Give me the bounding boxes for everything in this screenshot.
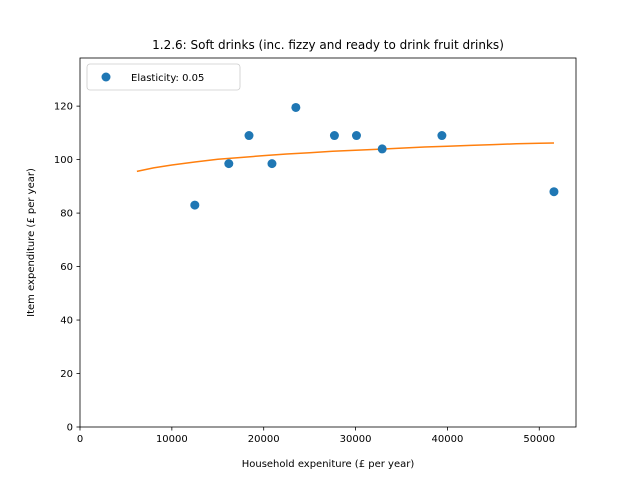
legend: Elasticity: 0.05 bbox=[86, 63, 241, 91]
data-point bbox=[351, 131, 361, 141]
y-tick-label: 100 bbox=[54, 155, 73, 166]
x-tick-label: 50000 bbox=[523, 434, 555, 445]
data-point bbox=[291, 102, 301, 112]
data-point bbox=[190, 200, 200, 210]
x-axis-label: Household expeniture (£ per year) bbox=[242, 459, 415, 470]
legend-marker bbox=[101, 72, 111, 82]
y-tick-label: 20 bbox=[60, 369, 73, 380]
data-point bbox=[377, 144, 387, 154]
data-point bbox=[549, 187, 559, 197]
x-tick-label: 20000 bbox=[248, 434, 280, 445]
plot-frame bbox=[79, 57, 577, 428]
y-tick-label: 40 bbox=[60, 316, 73, 327]
x-tick-label: 40000 bbox=[432, 434, 464, 445]
y-tick-label: 0 bbox=[67, 423, 73, 434]
legend-label: Elasticity: 0.05 bbox=[131, 73, 204, 84]
x-tick-label: 0 bbox=[77, 434, 83, 445]
data-point bbox=[267, 159, 277, 169]
fitted-curve bbox=[136, 142, 555, 173]
y-tick-label: 80 bbox=[60, 209, 73, 220]
y-tick-label: 120 bbox=[54, 102, 73, 113]
x-tick-label: 10000 bbox=[156, 434, 188, 445]
data-point bbox=[329, 131, 339, 141]
data-point bbox=[244, 131, 254, 141]
y-axis-label: Item expenditure (£ per year) bbox=[26, 168, 37, 317]
legend-box bbox=[86, 63, 241, 91]
data-point bbox=[437, 131, 447, 141]
chart-title: 1.2.6: Soft drinks (inc. fizzy and ready… bbox=[152, 38, 504, 52]
x-tick-label: 30000 bbox=[340, 434, 372, 445]
y-tick-label: 60 bbox=[60, 262, 73, 273]
series-layer bbox=[136, 102, 559, 210]
data-point bbox=[224, 159, 234, 169]
axis-ticks: 0 10000 20000 30000 40000 50000 0 20 40 60 80 100 12… bbox=[54, 102, 555, 445]
